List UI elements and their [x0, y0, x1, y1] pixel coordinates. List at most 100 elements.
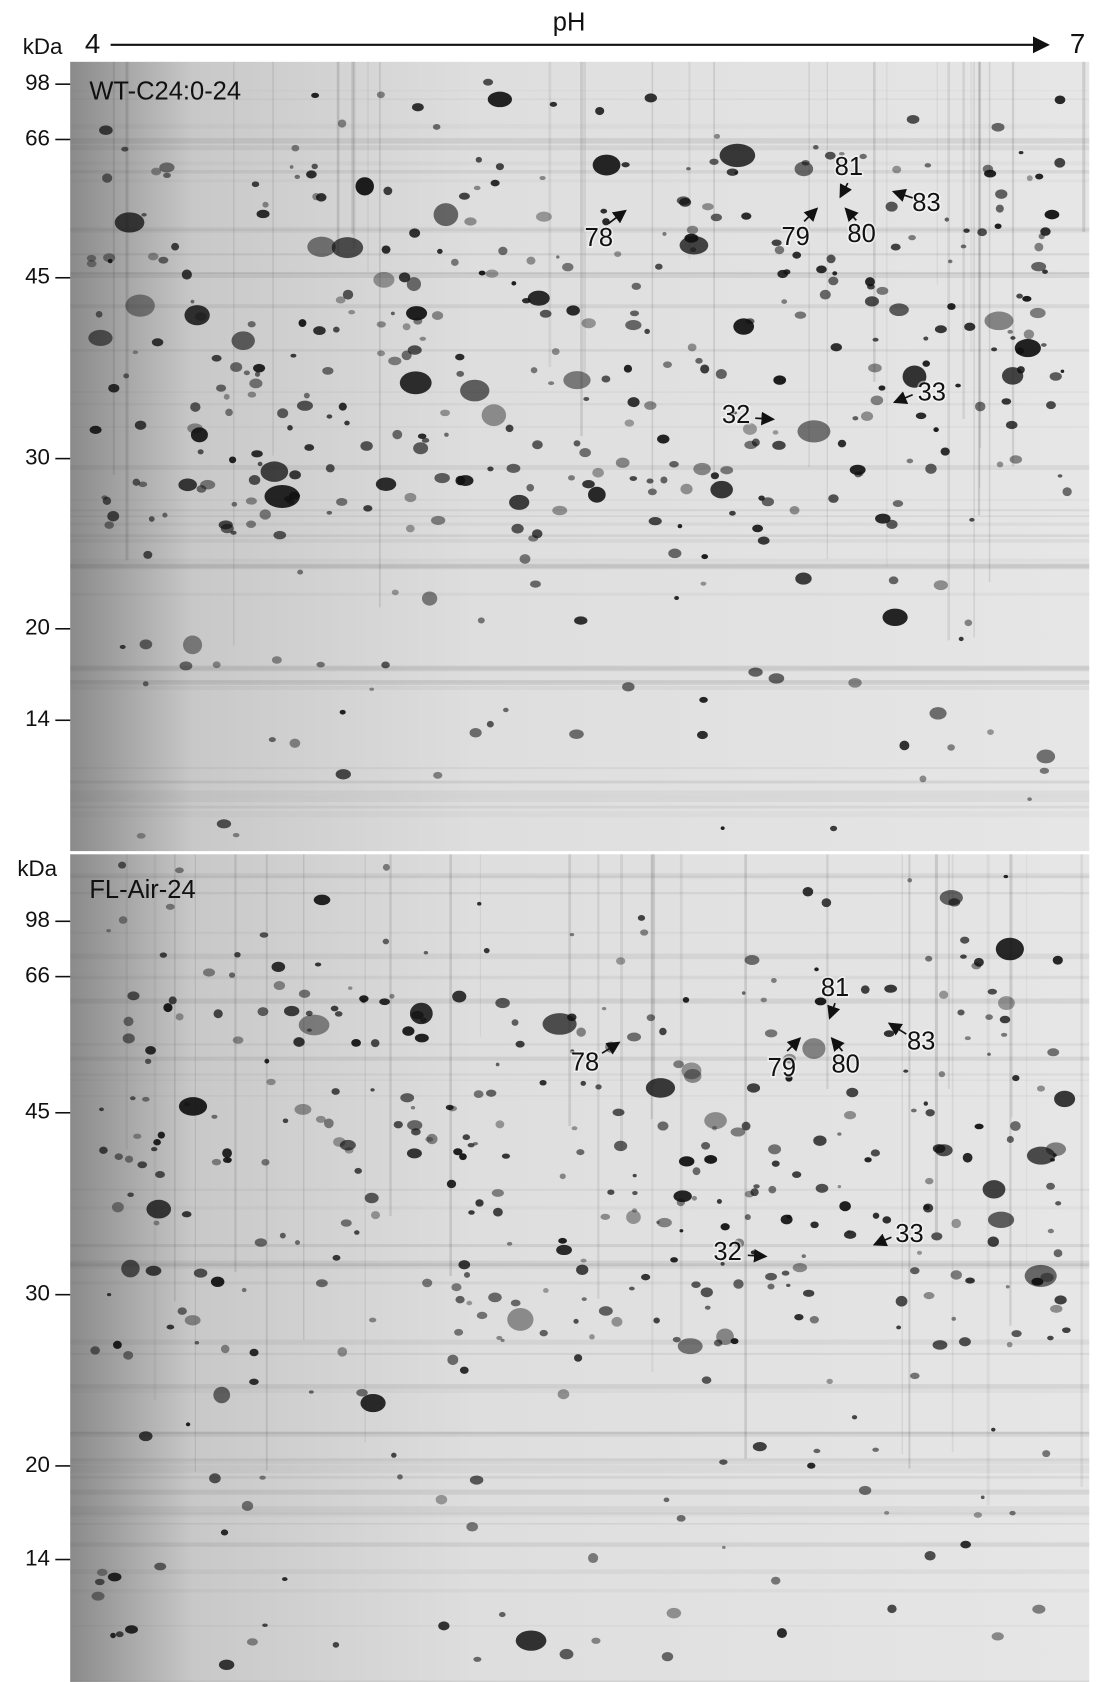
gel-streak	[651, 61, 654, 489]
gel-streak	[70, 564, 1090, 568]
gel-streak	[233, 61, 235, 646]
spot-label: 80	[831, 1051, 859, 1079]
gel-spot	[552, 505, 568, 516]
gel-spot	[136, 833, 146, 839]
gel-spot	[783, 1053, 796, 1064]
gel-spot	[579, 448, 591, 458]
gel-spot	[153, 1139, 161, 1146]
gel-streak	[977, 61, 981, 516]
spot-arrow	[844, 207, 859, 223]
gel-spot	[247, 391, 257, 398]
gel-streak	[70, 161, 1090, 166]
gel-spot	[716, 1198, 722, 1204]
gel-spot	[178, 478, 197, 492]
gel-streak	[1011, 61, 1015, 467]
gel-image	[70, 61, 1090, 852]
gel-streak	[70, 1352, 1090, 1356]
gel-streak	[70, 1511, 1090, 1515]
gel-streak	[70, 465, 1090, 470]
gel-spot	[151, 1146, 158, 1152]
gel-spot	[741, 1121, 751, 1131]
gel-spot	[607, 1189, 615, 1195]
gel-spot	[481, 404, 507, 427]
gel-spot	[973, 957, 984, 967]
gel-spot	[965, 1277, 975, 1284]
gel-spot	[437, 248, 443, 254]
gel-spot	[556, 1244, 572, 1256]
gel-spot	[495, 163, 504, 171]
gel-spot	[509, 494, 530, 510]
gel-spot	[123, 373, 130, 379]
gel-spot	[982, 1180, 1006, 1199]
spot-label: 79	[781, 223, 809, 251]
gel-spot	[764, 1029, 778, 1038]
spot-arrow	[755, 411, 776, 426]
gel-spot	[271, 961, 286, 972]
gel-spot	[216, 384, 227, 392]
gel-spot	[348, 309, 356, 315]
gel-spot	[859, 153, 867, 160]
gel-spot	[549, 101, 558, 107]
gel-spot	[758, 495, 765, 501]
gel-spot	[389, 993, 395, 999]
gel-streak	[70, 1512, 1090, 1517]
gel-spot	[991, 122, 1005, 132]
gel-spot	[113, 1340, 122, 1349]
gel-streak	[70, 665, 1090, 672]
gel-spot	[559, 1648, 574, 1660]
gel-streak	[986, 854, 990, 1506]
gel-spot	[830, 825, 838, 832]
gel-spot	[405, 524, 415, 533]
gel-spot	[768, 1185, 777, 1194]
gel-spot	[757, 536, 770, 545]
gel-spot	[876, 286, 889, 295]
gel-streak	[303, 854, 305, 1340]
gel-spot	[1055, 1201, 1062, 1206]
gel-spot	[1060, 369, 1065, 374]
gel-spot	[425, 1136, 434, 1142]
gel-spot	[925, 955, 933, 962]
gel-spot	[902, 365, 927, 388]
gel-spot	[391, 589, 399, 596]
gel-spot	[370, 1088, 375, 1092]
gel-spot	[1026, 1146, 1056, 1165]
gel-streak	[70, 1625, 1090, 1627]
gel-streak	[962, 61, 965, 420]
gel-spot	[142, 1096, 150, 1102]
gel-spot	[991, 1427, 996, 1432]
gel-spot	[801, 1254, 806, 1258]
gel-spot	[957, 1009, 965, 1016]
gel-spot	[181, 269, 192, 280]
gel-spot	[467, 1142, 475, 1148]
gel-spot	[181, 1211, 192, 1218]
gel-spot	[498, 1612, 506, 1618]
gel-spot	[1054, 157, 1066, 168]
gel-spot	[289, 738, 301, 748]
gel-streak	[620, 854, 623, 1152]
gel-spot	[713, 1339, 723, 1347]
gel-spot	[767, 1283, 775, 1290]
gel-spot	[950, 1270, 962, 1280]
gel-spot	[146, 1199, 172, 1219]
gel-spot	[256, 209, 270, 219]
gel-spot	[794, 1313, 804, 1321]
spot-arrow	[827, 1002, 841, 1020]
gel-spot	[351, 1038, 361, 1047]
gel-spot	[410, 1105, 416, 1110]
gel-spot	[225, 408, 233, 417]
gel-spot	[551, 348, 560, 355]
gel-spot	[468, 1210, 475, 1215]
gel-spot	[674, 596, 680, 601]
gel-spot	[455, 353, 465, 361]
gel-spot	[591, 1637, 601, 1644]
gel-spot	[1010, 1121, 1021, 1131]
gel-spot	[469, 1475, 484, 1485]
gel-spot	[451, 258, 459, 266]
gel-spot	[693, 462, 711, 476]
gel-spot	[657, 1217, 672, 1228]
gel-spot	[251, 181, 260, 188]
gel-streak	[70, 1339, 1090, 1345]
gel-spot	[581, 318, 596, 329]
gel-spot	[701, 1376, 712, 1384]
gel-spot	[313, 326, 326, 336]
